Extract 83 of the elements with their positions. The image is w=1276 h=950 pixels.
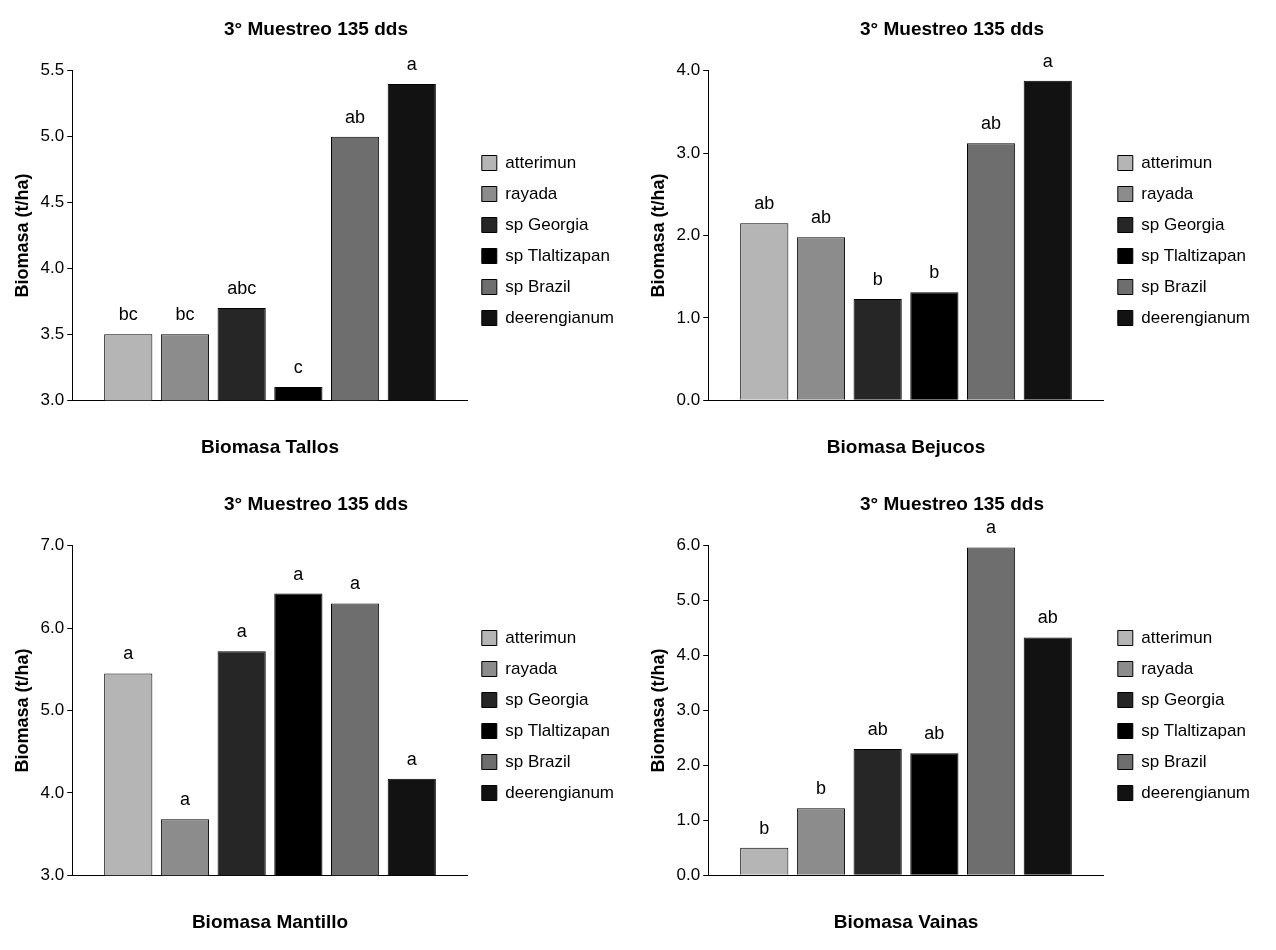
y-tick-label: 4.5 xyxy=(40,192,65,212)
y-tick-label: 4.0 xyxy=(40,258,65,278)
x-axis-title: Biomasa Bejucos xyxy=(826,435,986,457)
chart-title: 3° Muestreo 135 dds xyxy=(860,17,1044,39)
data-label: b xyxy=(815,778,826,799)
data-label: ab xyxy=(867,718,888,739)
data-label: b xyxy=(872,268,883,289)
legend-label: deerengianum xyxy=(505,782,615,802)
y-tick-label: 4.0 xyxy=(676,645,701,665)
x-axis-title: Biomasa Vainas xyxy=(833,910,979,932)
data-label: ab xyxy=(1037,607,1058,628)
data-label: ab xyxy=(345,106,366,127)
y-axis-title: Biomasa (t/ha) xyxy=(11,173,32,298)
data-label: a xyxy=(406,53,418,74)
y-tick-label: 3.0 xyxy=(40,864,65,884)
y-tick-label: 4.0 xyxy=(676,60,701,80)
data-label: a xyxy=(123,643,135,664)
legend-label: sp Tlaltizapan xyxy=(1141,245,1246,265)
legend-label: rayada xyxy=(505,658,558,678)
data-label: bc xyxy=(175,304,195,325)
legend-label: sp Tlaltizapan xyxy=(505,720,610,740)
y-tick-label: 3.5 xyxy=(40,324,65,344)
legend-label: sp Tlaltizapan xyxy=(1141,720,1246,740)
data-label: a xyxy=(293,563,305,584)
chart-title: 3° Muestreo 135 dds xyxy=(224,17,408,39)
y-tick-label: 2.0 xyxy=(676,225,701,245)
y-tick-label: 4.0 xyxy=(40,782,65,802)
legend-label: sp Tlaltizapan xyxy=(505,245,610,265)
data-label: b xyxy=(759,817,770,838)
legend-label: atterimun xyxy=(505,627,577,647)
y-axis-title: Biomasa (t/ha) xyxy=(11,648,32,773)
data-label: a xyxy=(236,621,248,642)
legend-label: deerengianum xyxy=(505,307,615,327)
y-tick-label: 5.0 xyxy=(676,590,701,610)
legend-label: deerengianum xyxy=(1141,782,1251,802)
legend-label: sp Brazil xyxy=(1141,751,1207,771)
y-axis-title: Biomasa (t/ha) xyxy=(647,173,668,298)
y-tick-label: 5.0 xyxy=(40,700,65,720)
legend-label: rayada xyxy=(1141,658,1194,678)
data-label: ab xyxy=(754,193,775,214)
y-tick-label: 0.0 xyxy=(676,864,701,884)
y-tick-label: 5.5 xyxy=(40,60,65,80)
chart-title: 3° Muestreo 135 dds xyxy=(860,492,1044,514)
x-axis-title: Biomasa Tallos xyxy=(201,435,340,457)
data-label: a xyxy=(179,789,191,810)
legend-label: sp Brazil xyxy=(505,276,571,296)
y-tick-label: 2.0 xyxy=(676,755,701,775)
legend-label: sp Georgia xyxy=(505,689,590,709)
legend-label: sp Brazil xyxy=(505,751,571,771)
legend-label: atterimun xyxy=(1141,627,1213,647)
legend-label: rayada xyxy=(1141,183,1194,203)
y-tick-label: 1.0 xyxy=(676,809,701,829)
y-tick-label: 6.0 xyxy=(40,617,65,637)
y-tick-label: 6.0 xyxy=(676,535,701,555)
data-label: ab xyxy=(810,207,831,228)
y-tick-label: 3.0 xyxy=(40,389,65,409)
data-label: bc xyxy=(118,304,138,325)
data-label: ab xyxy=(924,723,945,744)
y-tick-label: 5.0 xyxy=(40,126,65,146)
legend-label: sp Georgia xyxy=(1141,689,1226,709)
legend-label: atterimun xyxy=(505,152,577,172)
legend-label: sp Georgia xyxy=(505,214,590,234)
legend-label: deerengianum xyxy=(1141,307,1251,327)
data-label: c xyxy=(293,356,303,377)
legend-label: rayada xyxy=(505,183,558,203)
data-label: a xyxy=(1042,50,1054,71)
legend-label: sp Brazil xyxy=(1141,276,1207,296)
legend-label: sp Georgia xyxy=(1141,214,1226,234)
chart-title: 3° Muestreo 135 dds xyxy=(224,492,408,514)
data-label: a xyxy=(350,573,362,594)
data-label: a xyxy=(986,517,998,538)
data-label: b xyxy=(929,262,940,283)
data-label: a xyxy=(406,748,418,769)
x-axis-title: Biomasa Mantillo xyxy=(191,910,349,932)
y-tick-label: 3.0 xyxy=(676,142,701,162)
y-tick-label: 1.0 xyxy=(676,307,701,327)
y-axis-title: Biomasa (t/ha) xyxy=(647,648,668,773)
data-label: abc xyxy=(227,277,257,298)
legend-label: atterimun xyxy=(1141,152,1213,172)
y-tick-label: 7.0 xyxy=(40,535,65,555)
data-label: ab xyxy=(981,113,1002,134)
y-tick-label: 0.0 xyxy=(676,389,701,409)
y-tick-label: 3.0 xyxy=(676,700,701,720)
